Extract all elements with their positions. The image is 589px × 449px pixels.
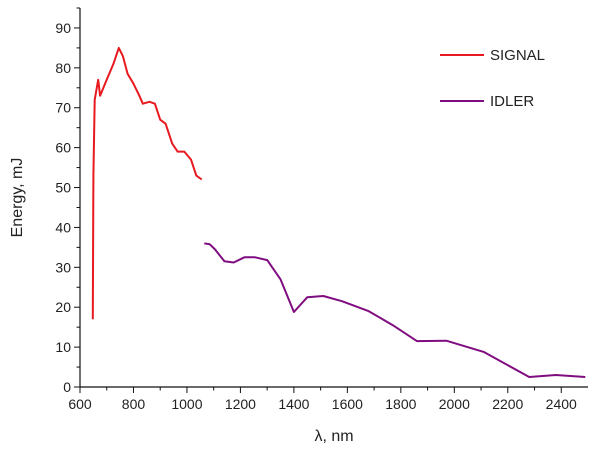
y-tick-label: 20 [55, 299, 71, 315]
series-layer [91, 46, 586, 378]
x-tick-label: 2200 [492, 396, 523, 412]
x-tick-label: 2400 [546, 396, 577, 412]
axes [79, 8, 588, 388]
series-line-signal [91, 46, 203, 320]
y-tick-label: 10 [55, 339, 71, 355]
x-tick-label: 800 [122, 396, 146, 412]
legend: SIGNAL IDLER [440, 47, 545, 110]
y-tick-label: 80 [55, 60, 71, 76]
legend-label-signal: SIGNAL [490, 47, 545, 64]
y-tick-label: 30 [55, 259, 71, 275]
y-tick-label: 70 [55, 100, 71, 116]
y-ticks: 0 10 20 30 40 50 60 70 80 90 [55, 7, 80, 395]
x-tick-label: 2000 [439, 396, 470, 412]
x-tick-label: 1400 [278, 396, 309, 412]
x-tick-label: 1800 [385, 396, 416, 412]
legend-label-idler: IDLER [490, 93, 534, 110]
y-tick-label: 50 [55, 180, 71, 196]
y-axis-title: Energy, mJ [9, 158, 26, 238]
x-tick-label: 1600 [332, 396, 363, 412]
y-tick-label: 90 [55, 20, 71, 36]
y-tick-label: 0 [63, 379, 71, 395]
x-ticks: 600 800 1000 1200 1400 1600 1800 2000 2200 2400 [68, 387, 577, 412]
x-tick-label: 600 [68, 396, 92, 412]
y-tick-label: 60 [55, 140, 71, 156]
y-tick-label: 40 [55, 219, 71, 235]
series-line-idler [204, 242, 586, 378]
x-axis-title: λ, nm [314, 428, 353, 445]
x-tick-label: 1200 [225, 396, 256, 412]
x-tick-label: 1000 [171, 396, 202, 412]
